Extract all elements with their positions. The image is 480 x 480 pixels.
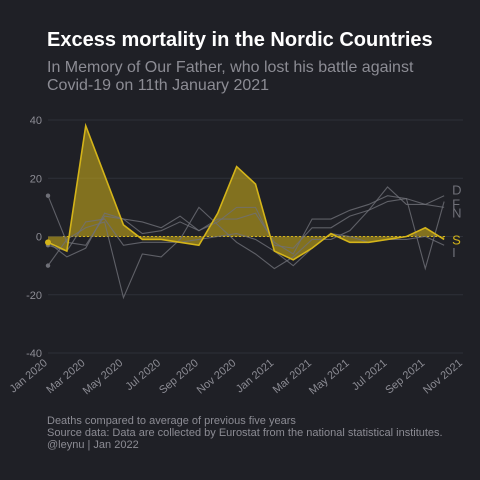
x-tick-label: Mar 2020 [44, 357, 87, 396]
chart-title: Excess mortality in the Nordic Countries [47, 29, 433, 51]
series-label-f: F [452, 197, 460, 212]
caption-line-1: Deaths compared to average of previous f… [47, 415, 296, 427]
x-tick-label: Jan 2020 [8, 357, 50, 395]
series-line-d [47, 195, 445, 255]
series-start-point-f [45, 263, 51, 268]
series-label-d: D [452, 183, 461, 198]
x-tick-label: Nov 2021 [421, 357, 465, 396]
y-tick-label: 20 [30, 173, 42, 185]
series-line-n [47, 186, 445, 258]
chart-subtitle-line-2: Covid-19 on 11th January 2021 [47, 77, 269, 94]
y-tick-label: -20 [26, 290, 42, 302]
chart-subtitle-line-1: In Memory of Our Father, who lost his ba… [47, 59, 414, 76]
x-tick-label: Sep 2021 [383, 357, 427, 396]
highlight-area [48, 125, 446, 260]
series-line-s [47, 122, 445, 261]
caption-line-2: Source data: Data are collected by Euros… [47, 427, 443, 439]
highlight-area-fill [48, 125, 445, 260]
y-tick-label: 0 [36, 232, 42, 244]
series-lines [45, 122, 445, 300]
y-axis-ticks: -40 -20 0 20 40 [26, 115, 42, 360]
series-start-point-d [45, 193, 51, 198]
y-tick-label: -40 [26, 348, 42, 360]
series-label-i: I [452, 245, 456, 260]
y-tick-label: 40 [30, 115, 42, 127]
series-start-point-s [45, 239, 51, 246]
x-tick-label: Sep 2020 [157, 357, 201, 396]
x-tick-label: Jan 2021 [234, 357, 276, 395]
series-labels: DFN IS [452, 183, 461, 261]
caption-line-3: @leynu | Jan 2022 [47, 439, 139, 451]
x-tick-label: Mar 2021 [271, 357, 314, 396]
series-label-n: N [452, 205, 461, 220]
x-tick-label: Nov 2020 [195, 357, 239, 396]
x-tick-label: May 2021 [307, 357, 352, 397]
series-label-s: S [452, 232, 461, 247]
series-line-f [47, 198, 445, 300]
x-tick-label: May 2020 [81, 357, 126, 397]
